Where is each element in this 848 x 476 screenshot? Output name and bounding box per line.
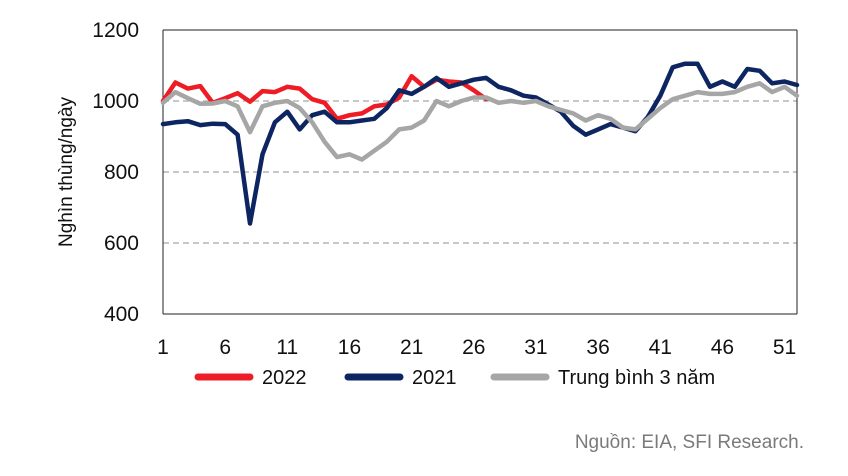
y-tick-label: 1000: [92, 90, 139, 113]
x-tick-labels: 1 6 11 16 21 26 31 36 41 46 51: [157, 336, 796, 359]
y-tick-label: 600: [104, 232, 139, 255]
legend-label: 2021: [412, 367, 457, 389]
y-tick-label: 400: [104, 303, 139, 326]
legend: 2022 2021 Trung bình 3 năm: [194, 367, 715, 389]
x-tick-label: 26: [462, 336, 485, 359]
source-note: Nguồn: EIA, SFI Research.: [574, 432, 804, 453]
legend-label: Trung bình 3 năm: [558, 367, 715, 389]
y-axis-label: Nghìn thùng/ngày: [56, 97, 77, 248]
x-tick-label: 41: [649, 336, 672, 359]
x-tick-label: 1: [157, 336, 169, 359]
series-line-avg: [160, 81, 800, 162]
x-tick-label: 11: [276, 336, 298, 359]
x-tick-label: 6: [219, 336, 231, 359]
x-tick-label: 51: [773, 336, 796, 359]
x-tick-label: 21: [400, 336, 423, 359]
x-tick-label: 36: [586, 336, 609, 359]
series-lines: [160, 61, 800, 226]
x-tick-label: 46: [711, 336, 734, 359]
y-tick-label: 800: [104, 161, 139, 184]
x-tick-label: 16: [338, 336, 361, 359]
y-tick-labels: 400 600 800 1000 1200: [92, 19, 139, 326]
legend-label: 2022: [262, 367, 307, 389]
x-tick-label: 31: [524, 336, 547, 359]
grid-lines: [163, 100, 797, 244]
series-line-2021: [160, 61, 800, 226]
y-tick-label: 1200: [92, 19, 139, 42]
